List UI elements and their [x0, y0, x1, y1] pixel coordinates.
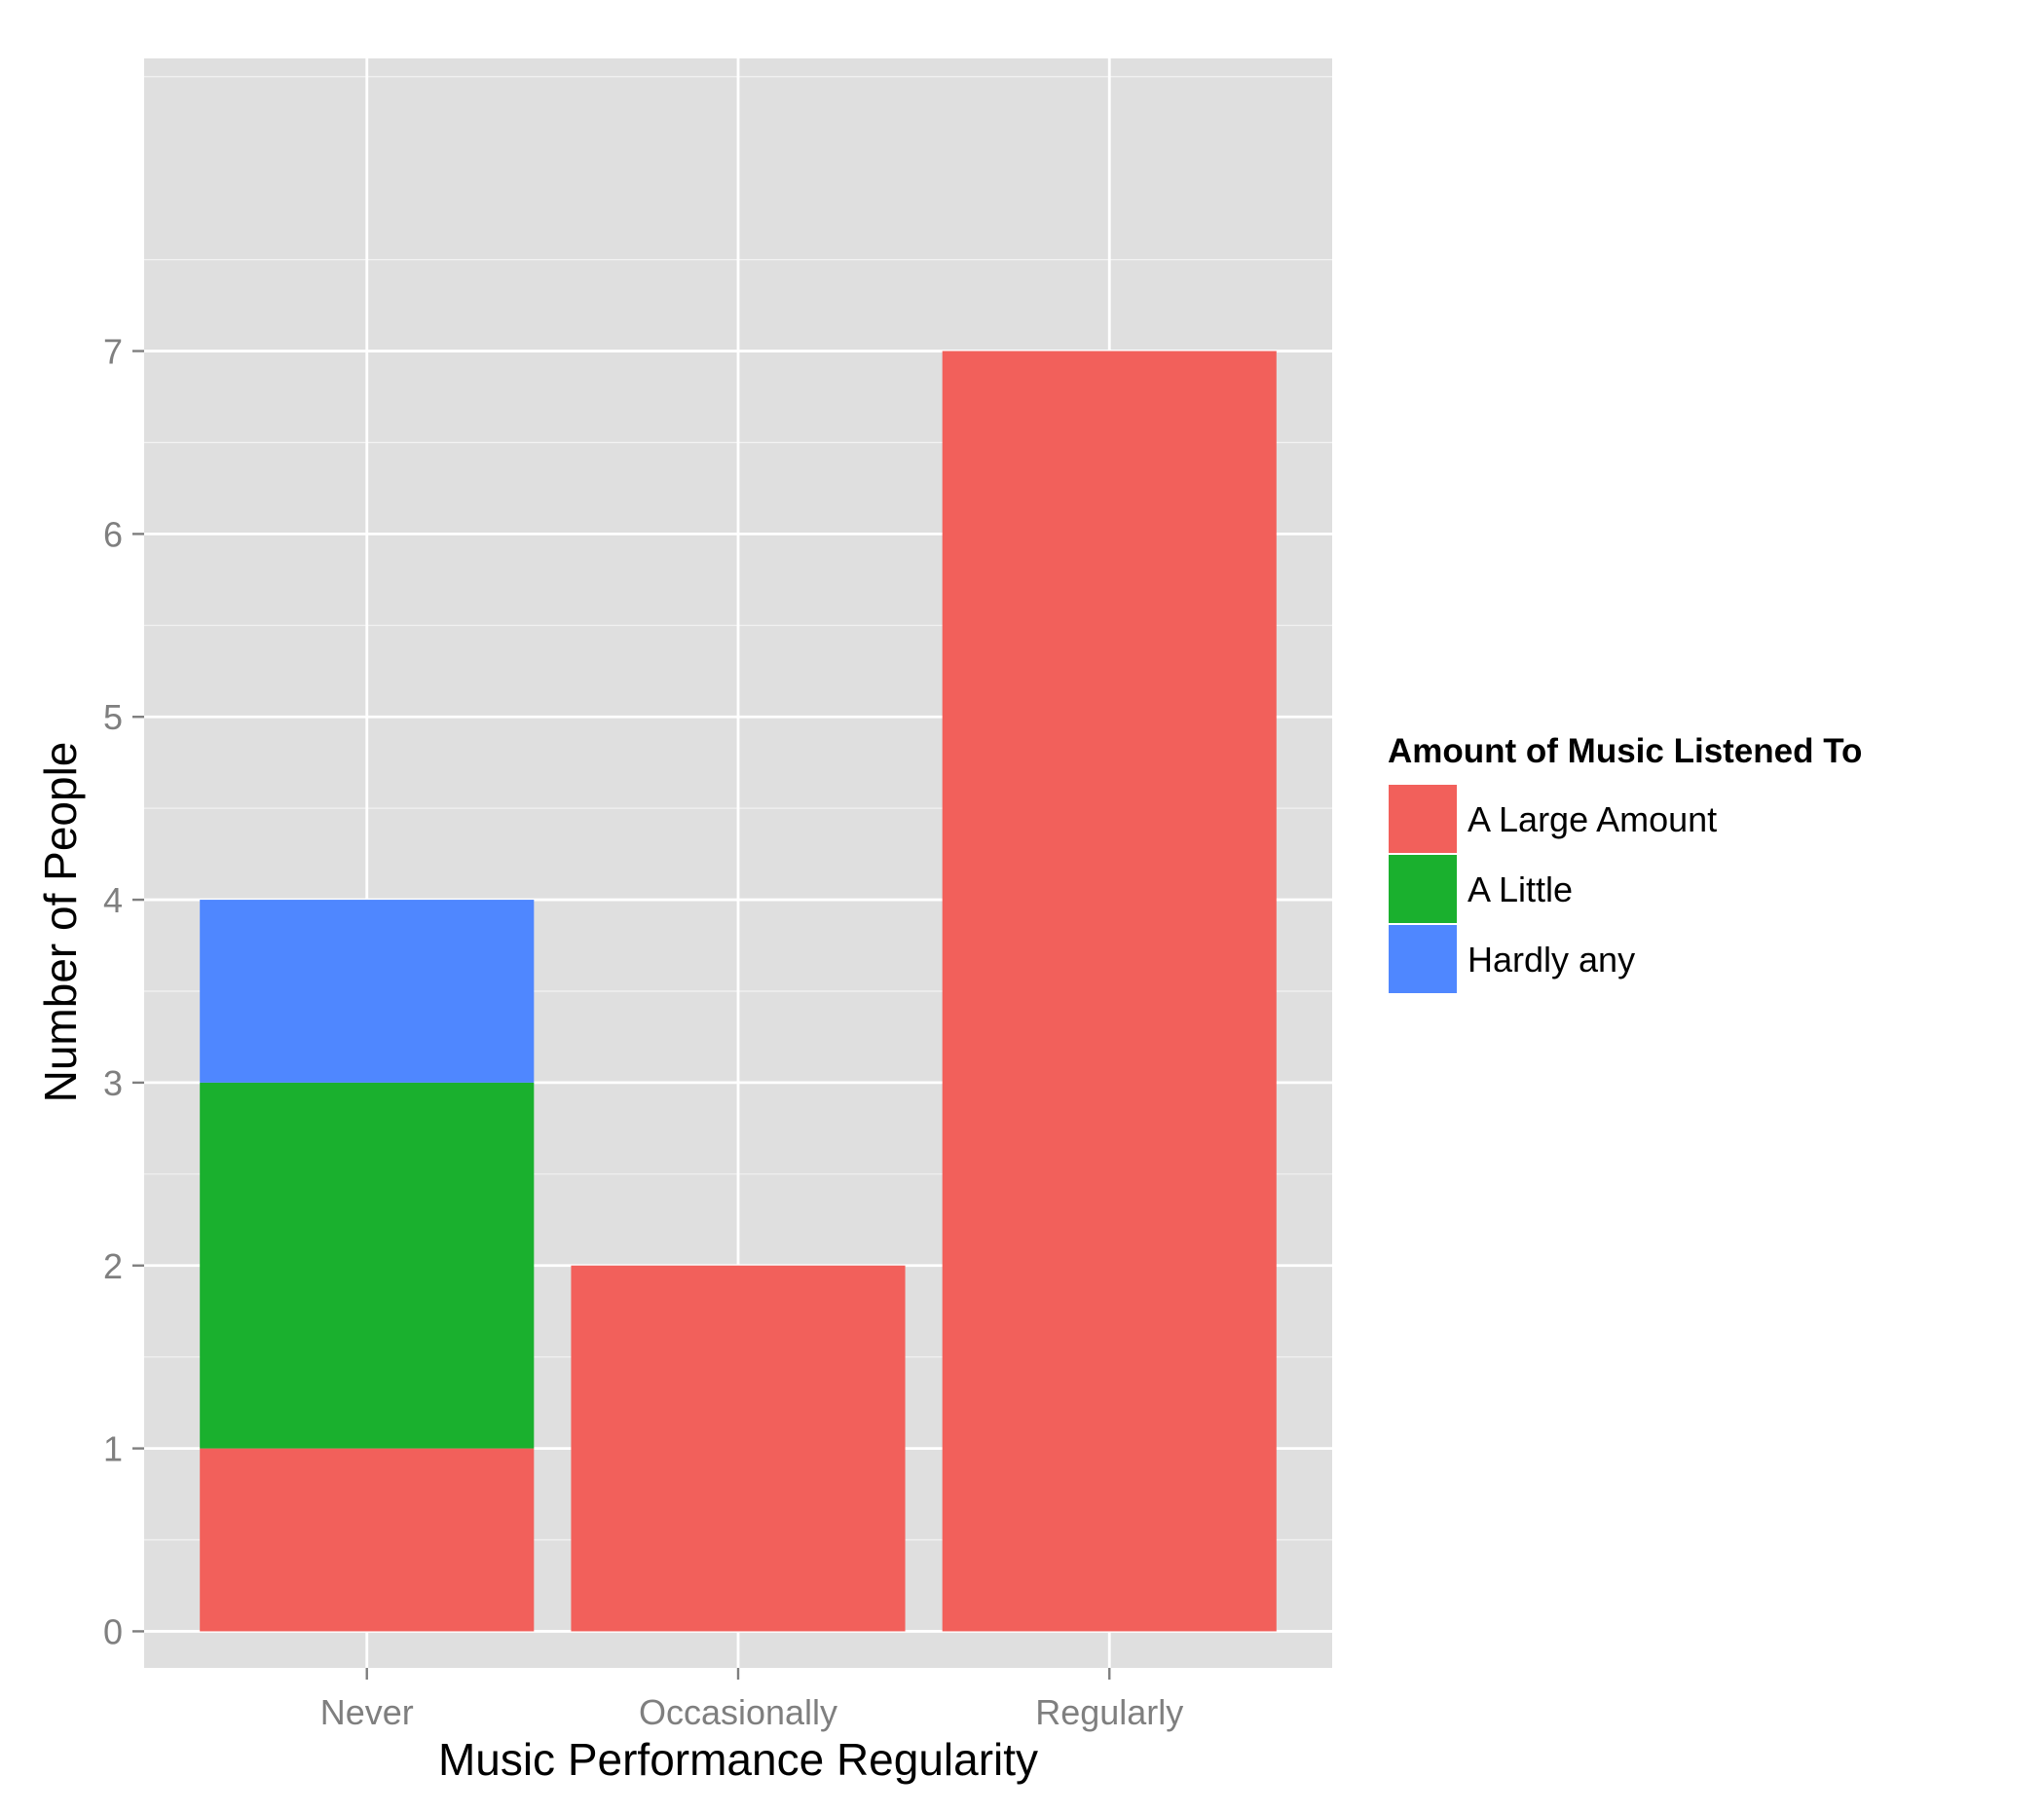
x-axis-title: Music Performance Regularity: [438, 1734, 1038, 1785]
y-tick-label: 2: [103, 1246, 123, 1286]
x-tick-label: Regularly: [1035, 1692, 1183, 1732]
legend-label: A Little: [1468, 869, 1573, 909]
bar-segment: [942, 351, 1277, 1632]
legend: Amount of Music Listened To A Large Amou…: [1387, 732, 1862, 995]
x-tick-label: Occasionally: [639, 1692, 837, 1732]
legend-label: A Large Amount: [1468, 799, 1717, 839]
x-tick-label: Never: [320, 1692, 414, 1732]
y-tick-label: 7: [103, 332, 123, 372]
bar-segment: [200, 1082, 535, 1449]
y-tick-label: 4: [103, 880, 123, 920]
legend-title: Amount of Music Listened To: [1388, 732, 1862, 770]
y-tick-label: 1: [103, 1429, 123, 1469]
y-tick-label: 6: [103, 514, 123, 554]
bar-segment: [571, 1265, 906, 1632]
legend-key: [1387, 853, 1459, 925]
legend-key: [1387, 783, 1459, 855]
y-tick-label: 3: [103, 1063, 123, 1103]
axes: 0 1 2 3 4 5 6 7 Never Occasionally Regularly: [103, 332, 1183, 1732]
y-axis-title: Number of People: [35, 742, 86, 1103]
y-tick-label: 0: [103, 1611, 123, 1651]
legend-key: [1387, 923, 1459, 995]
bars: [200, 351, 1277, 1632]
legend-label: Hardly any: [1468, 940, 1635, 980]
y-tick-label: 5: [103, 697, 123, 737]
bar-segment: [200, 1448, 535, 1632]
bar-segment: [200, 900, 535, 1083]
